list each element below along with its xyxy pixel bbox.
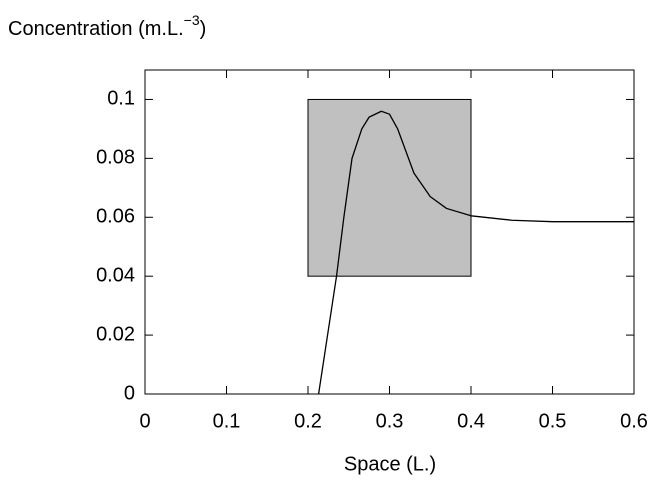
y-label-sup: −3: [184, 12, 200, 28]
x-axis-label: Space (L.): [344, 453, 436, 475]
y-tick-label: 0.1: [107, 88, 135, 110]
x-tick-label: 0.2: [294, 410, 322, 432]
x-tick-label: 0.4: [457, 410, 485, 432]
y-label-base: Concentration (m.L.: [8, 18, 184, 40]
y-tick-label: 0.06: [96, 206, 135, 228]
plot-frame: [144, 69, 635, 395]
y-tick-label: 0: [124, 382, 135, 404]
highlight-region: [307, 98, 472, 277]
y-tick-label: 0.08: [96, 147, 135, 169]
x-tick-label: 0.6: [620, 410, 648, 432]
y-axis-label: Concentration (m.L.−3): [8, 12, 206, 41]
data-line: [317, 110, 634, 395]
x-tick-label: 0: [139, 410, 150, 432]
y-label-end: ): [200, 18, 207, 40]
x-tick-label: 0.3: [376, 410, 404, 432]
x-tick-label: 0.5: [539, 410, 567, 432]
y-tick-label: 0.02: [96, 323, 135, 345]
y-tick-label: 0.04: [96, 264, 135, 286]
x-tick-label: 0.1: [213, 410, 241, 432]
